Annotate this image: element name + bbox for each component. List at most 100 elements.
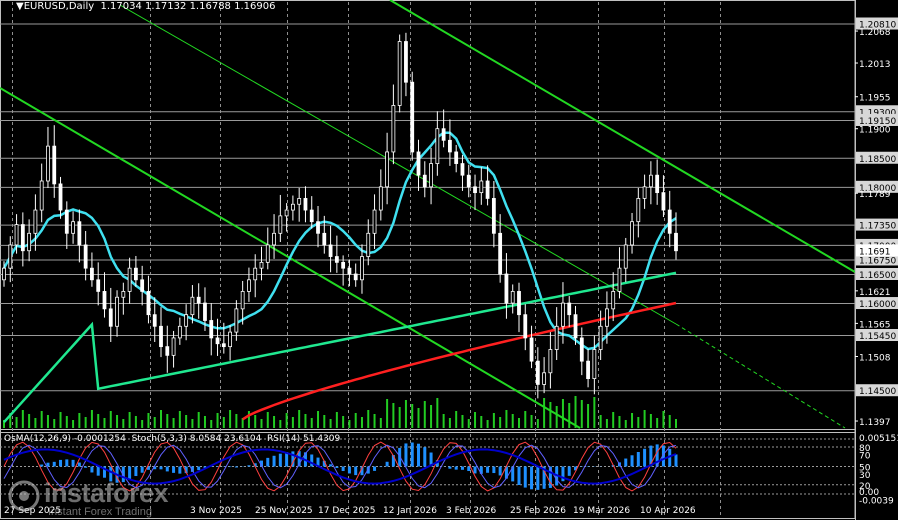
osma-bar (624, 458, 628, 467)
osma-bar (561, 466, 565, 482)
osma-bar (674, 454, 678, 467)
candle-body (14, 224, 19, 246)
ma-long-line (242, 301, 677, 421)
osma-bar (259, 460, 263, 467)
osma-bar (574, 466, 578, 471)
candle-body (422, 174, 427, 188)
volume-bar (335, 412, 338, 428)
osma-bar (636, 452, 640, 467)
candle-body (410, 81, 415, 153)
candle-body (328, 244, 333, 257)
candle-body (108, 308, 113, 327)
candle-body (253, 267, 258, 281)
volume-bar (430, 405, 433, 428)
osma-bar (266, 457, 270, 467)
volume-bar (72, 420, 75, 428)
osma-bar (285, 452, 289, 467)
volume-bar (153, 417, 156, 428)
volume-bar (492, 413, 495, 428)
osc-axis-label: -0.0039 (859, 496, 894, 506)
volume-bar (612, 412, 615, 428)
time-axis: 27 Sep 2025 3 Nov 2025 25 Nov 2025 17 Dec 2… (4, 506, 696, 516)
candle-body (347, 267, 352, 275)
volume-bar (593, 397, 596, 428)
volume-bar (373, 414, 376, 428)
candle-body (102, 291, 107, 310)
price-label: 1.17350 (859, 222, 896, 232)
price-label: 1.1565 (859, 320, 891, 330)
osma-bar (467, 466, 471, 472)
instaforex-logo-icon (8, 480, 40, 512)
osc-axis-label: 20 (859, 482, 871, 492)
volume-bar (580, 400, 583, 428)
volume-bar (499, 417, 502, 428)
candle-body (567, 302, 572, 316)
candle-body (77, 221, 82, 246)
osma-bar (460, 466, 464, 470)
candle-body (265, 244, 270, 263)
volume-bars (3, 396, 677, 428)
volume-bar (222, 417, 225, 428)
dropdown-icon[interactable]: ▼ (16, 1, 24, 12)
candle-body (385, 151, 390, 188)
osma-bar (492, 466, 496, 474)
osma-bar (247, 465, 251, 467)
osma-bar (65, 459, 69, 467)
osma-bar (517, 466, 521, 485)
volume-bar (643, 410, 646, 428)
osma-bar (77, 462, 81, 467)
volume-bar (317, 411, 320, 428)
osma-bar (354, 466, 358, 476)
volume-bar (21, 410, 24, 428)
price-label: 1.18000 (859, 184, 896, 194)
candle-body (473, 186, 477, 194)
time-label: 17 Dec 2025 (318, 506, 376, 516)
volume-bar (247, 411, 250, 428)
volume-bar (360, 417, 363, 428)
osma-bar (335, 466, 339, 469)
osma-bar (523, 466, 527, 488)
osma-bar (203, 466, 207, 468)
volume-bar (254, 415, 257, 428)
price-label: 1.2013 (859, 60, 891, 70)
volume-bar (216, 413, 219, 428)
volume-bar (116, 415, 119, 428)
volume-bar (480, 416, 483, 428)
current-price-label: 1.1691 (859, 247, 891, 257)
volume-bar (298, 410, 301, 428)
volume-bar (310, 418, 313, 428)
volume-bar (656, 418, 659, 428)
candle-body (39, 180, 44, 211)
volume-bar (210, 420, 213, 428)
osma-bar (630, 455, 634, 467)
volume-bar (367, 410, 370, 428)
candle-body (579, 337, 584, 362)
indicator-header: OsMA(12,26,9) -0.0001254 Stoch(5,3,3) 8.… (4, 434, 341, 444)
osc-axis-label: 0.00 (859, 488, 879, 498)
volume-bar (185, 415, 188, 428)
osma-bar (391, 455, 395, 467)
volume-bar (9, 413, 12, 428)
volume-bar (486, 420, 489, 428)
volume-bar (178, 411, 181, 428)
osma-bar (228, 466, 232, 468)
ma-short-line (2, 131, 677, 351)
osc-axis-label: 0.005151 (859, 434, 898, 444)
osma-bar (404, 443, 408, 467)
candle-body (542, 372, 547, 385)
volume-bar (103, 418, 106, 428)
candle-body (171, 337, 176, 356)
osma-bar (59, 459, 63, 467)
candle-body (322, 232, 327, 246)
candle-body (20, 224, 25, 252)
osma-bar (536, 466, 540, 490)
candle-body (642, 186, 647, 199)
candle-body (592, 349, 597, 380)
ohlc-values: 1.17034 1.17132 1.16788 1.16906 (100, 1, 276, 12)
oscillator-panel (0, 438, 855, 495)
price-label-box (856, 297, 898, 310)
osma-bar (46, 462, 50, 467)
volume-bar (122, 419, 125, 428)
